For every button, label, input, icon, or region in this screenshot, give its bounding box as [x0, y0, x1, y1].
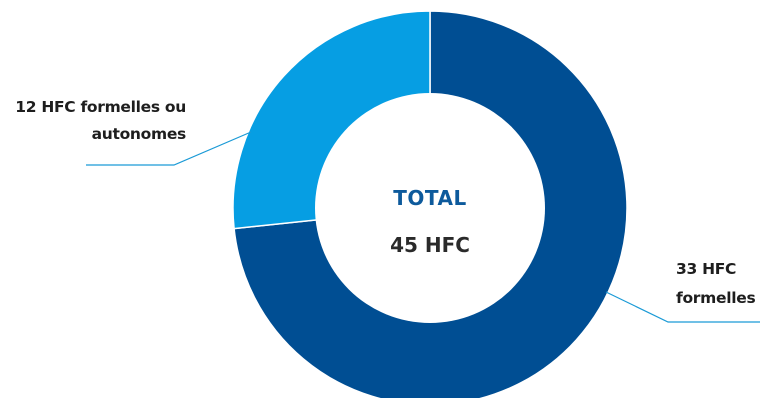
center-title: TOTAL [393, 186, 466, 210]
slice-label-formelles-line2: formelles [676, 289, 755, 307]
slice-label-autonomes-line1: 12 HFC formelles ou [15, 98, 186, 116]
center-value: 45 HFC [390, 233, 470, 257]
slice-label-autonomes-line2: autonomes [92, 125, 186, 143]
leader-line-autonomes [86, 131, 252, 166]
slice-label-formelles-line1: 33 HFC [676, 260, 736, 278]
donut-hole [315, 93, 545, 323]
leader-line-formelles [605, 291, 760, 323]
